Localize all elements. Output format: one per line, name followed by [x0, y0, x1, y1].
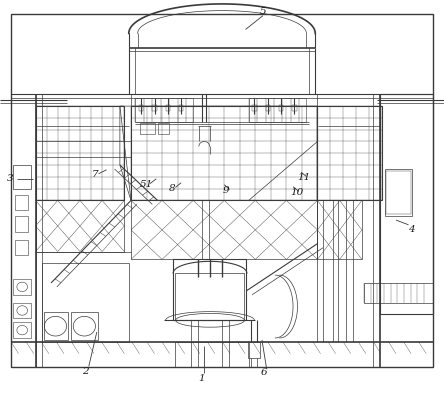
Text: 2: 2 [82, 367, 88, 376]
Text: 51: 51 [140, 180, 153, 189]
Bar [13, 322, 31, 338]
Bar [44, 312, 68, 340]
Bar [15, 195, 28, 210]
Bar [139, 105, 143, 111]
Bar [385, 169, 412, 216]
Bar [13, 165, 31, 189]
Text: 1: 1 [198, 374, 204, 382]
Bar [175, 273, 244, 320]
Bar [173, 259, 246, 320]
Bar [71, 312, 98, 340]
Text: 7: 7 [92, 171, 99, 179]
Bar [279, 105, 283, 111]
Bar [152, 105, 157, 111]
Bar [252, 105, 257, 111]
Bar [36, 106, 124, 200]
Text: 9: 9 [223, 186, 230, 195]
Text: 6: 6 [261, 368, 267, 377]
Bar [15, 216, 28, 232]
Bar [266, 105, 270, 111]
Bar [166, 105, 170, 111]
Bar [158, 123, 169, 134]
Bar [135, 98, 193, 122]
Bar [380, 94, 433, 314]
Text: 11: 11 [297, 173, 311, 182]
Text: 5: 5 [260, 7, 266, 15]
Bar [15, 240, 28, 255]
Bar [131, 106, 317, 200]
Text: 10: 10 [290, 188, 303, 197]
Bar [386, 171, 411, 214]
Bar [13, 279, 31, 295]
Bar [11, 100, 36, 367]
Bar [292, 105, 297, 111]
Bar [364, 283, 433, 303]
Bar [131, 200, 317, 259]
Text: 3: 3 [7, 174, 13, 183]
Bar [13, 303, 31, 318]
Text: 4: 4 [408, 226, 415, 234]
Bar [317, 200, 362, 259]
Text: 8: 8 [169, 184, 175, 193]
Bar [140, 123, 155, 134]
Bar [179, 105, 183, 111]
Bar [36, 200, 124, 252]
Bar [42, 263, 129, 342]
Bar [248, 342, 260, 358]
Bar [249, 98, 306, 122]
Bar [317, 106, 382, 200]
Bar [175, 342, 249, 367]
